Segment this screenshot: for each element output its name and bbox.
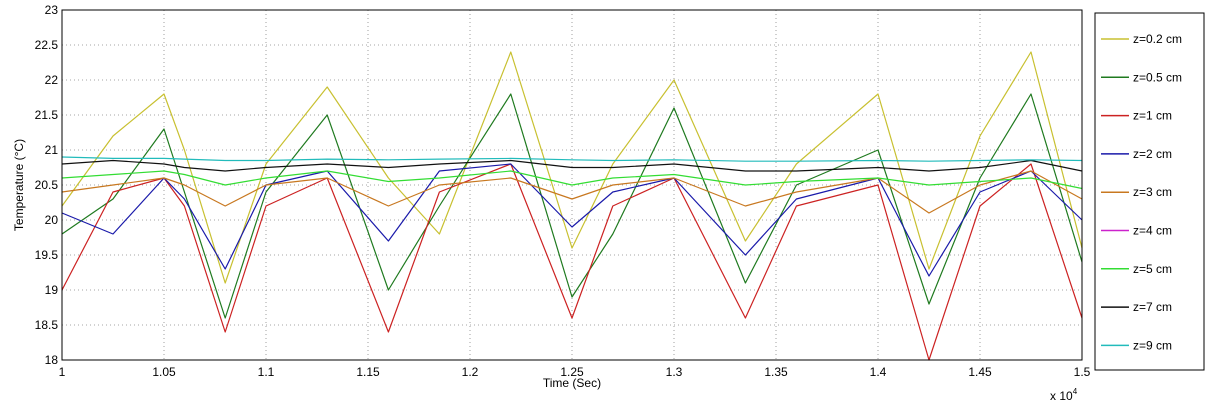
- x-tick-label: 1.05: [152, 365, 176, 379]
- legend-label: z=9 cm: [1133, 338, 1172, 352]
- x-tick-label: 1.4: [870, 365, 887, 379]
- x-tick-label: 1.25: [560, 365, 584, 379]
- y-tick-label: 21.5: [35, 108, 59, 122]
- y-axis-label: Temperature (°C): [12, 139, 26, 231]
- x-multiplier-exponent: 4: [1073, 387, 1078, 396]
- series-line-7: [61, 159, 1083, 172]
- series-line-6: [61, 170, 1083, 190]
- y-tick-label: 22.5: [35, 38, 59, 52]
- plot-frame: [61, 9, 1083, 361]
- series-line-0: [61, 51, 1083, 284]
- series-line-2: [61, 163, 1083, 361]
- x-tick-label: 1.3: [666, 365, 683, 379]
- series-line-3: [61, 163, 1083, 277]
- y-tick-label: 19: [45, 283, 59, 297]
- series-line-4: [61, 170, 1083, 214]
- x-tick-label: 1.45: [968, 365, 992, 379]
- y-tick-label: 19.5: [35, 248, 59, 262]
- y-tick-label: 18: [45, 353, 59, 367]
- legend-label: z=4 cm: [1133, 224, 1172, 238]
- x-multiplier: x 104: [1050, 387, 1078, 403]
- y-tick-label: 18.5: [35, 318, 59, 332]
- x-tick-label: 1.1: [258, 365, 275, 379]
- y-tick-label: 21: [45, 143, 59, 157]
- legend-label: z=7 cm: [1133, 300, 1172, 314]
- y-tick-label: 20: [45, 213, 59, 227]
- legend-label: z=2 cm: [1133, 147, 1172, 161]
- y-tick-label: 23: [45, 3, 59, 17]
- x-tick-label: 1.35: [764, 365, 788, 379]
- legend-label: z=3 cm: [1133, 185, 1172, 199]
- y-tick-label: 22: [45, 73, 59, 87]
- x-axis-label: Time (Sec): [543, 376, 601, 390]
- x-tick-label: 1: [59, 365, 66, 379]
- x-tick-label: 1.15: [356, 365, 380, 379]
- legend-label: z=5 cm: [1133, 262, 1172, 276]
- legend-label: z=1 cm: [1133, 109, 1172, 123]
- legend-label: z=0.2 cm: [1133, 32, 1182, 46]
- legend-label: z=0.5 cm: [1133, 70, 1182, 84]
- y-tick-label: 20.5: [35, 178, 59, 192]
- series-lines: [61, 51, 1083, 361]
- series-line-8: [61, 156, 1083, 162]
- x-multiplier-base: x 10: [1050, 389, 1073, 403]
- tick-labels: 1 1.05 1.1 1.15 1.2 1.25 1.3 1.35 1.4 1.45 1.5 18 18…: [35, 3, 1091, 379]
- x-tick-label: 1.5: [1074, 365, 1091, 379]
- x-tick-label: 1.2: [462, 365, 479, 379]
- legend: z=0.2 cm z=0.5 cm z=1 cm z=2 cm z=3 cm z=4 cm…: [1094, 12, 1205, 371]
